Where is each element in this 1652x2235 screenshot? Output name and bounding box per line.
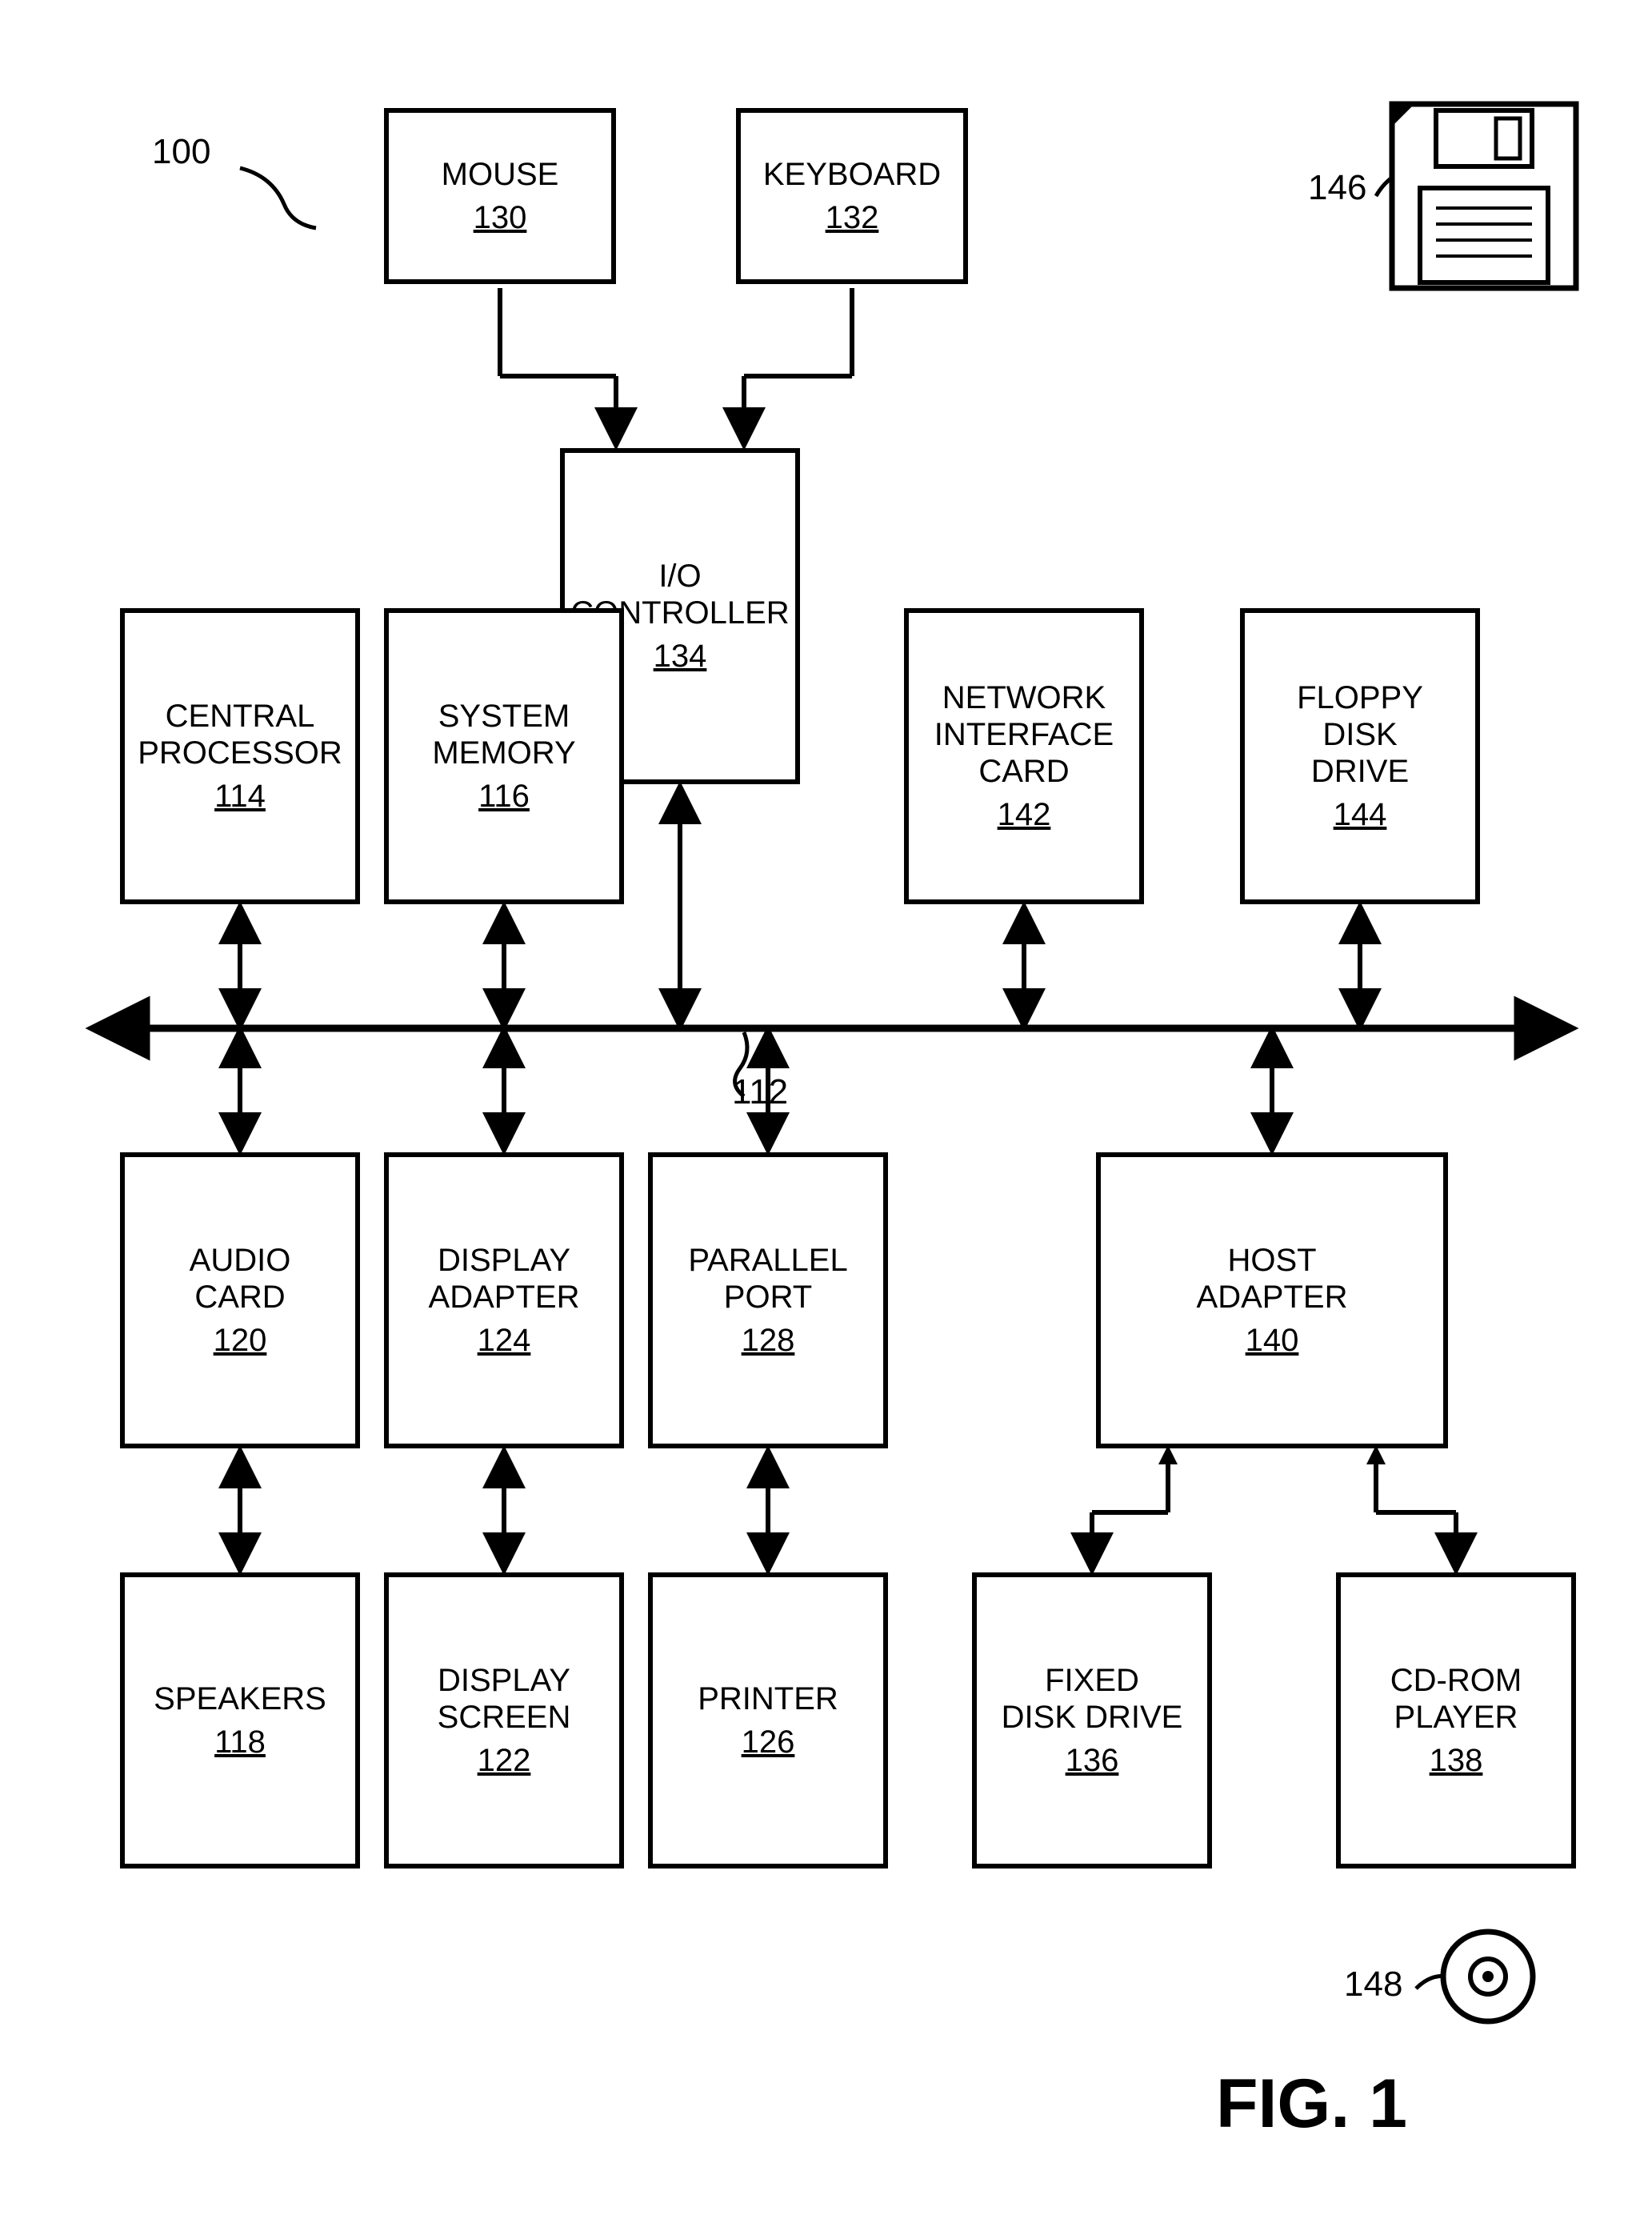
node-ref: 138 bbox=[1430, 1742, 1483, 1779]
node-label: SYSTEM MEMORY bbox=[432, 698, 575, 771]
node-label: CD-ROM PLAYER bbox=[1390, 1662, 1522, 1736]
node-label: AUDIO CARD bbox=[190, 1242, 291, 1316]
node-host-adapter: HOST ADAPTER 140 bbox=[1096, 1152, 1448, 1448]
node-label: HOST ADAPTER bbox=[1197, 1242, 1348, 1316]
node-ref: 142 bbox=[998, 796, 1051, 833]
floppy-disk-icon bbox=[1392, 104, 1576, 288]
node-cpu: CENTRAL PROCESSOR 114 bbox=[120, 608, 360, 904]
system-ref: 100 bbox=[152, 132, 210, 172]
bus-ref: 112 bbox=[732, 1072, 788, 1112]
cd-icon bbox=[1443, 1932, 1533, 2021]
node-ref: 128 bbox=[742, 1322, 795, 1359]
node-label: DISPLAY ADAPTER bbox=[429, 1242, 580, 1316]
node-label: CENTRAL PROCESSOR bbox=[138, 698, 342, 771]
node-audio-card: AUDIO CARD 120 bbox=[120, 1152, 360, 1448]
node-label: MOUSE bbox=[442, 156, 559, 193]
node-label: DISPLAY SCREEN bbox=[438, 1662, 571, 1736]
node-printer: PRINTER 126 bbox=[648, 1572, 888, 1869]
node-label: FLOPPY DISK DRIVE bbox=[1297, 679, 1423, 790]
node-ref: 124 bbox=[478, 1322, 531, 1359]
floppy-media-ref: 146 bbox=[1308, 168, 1366, 208]
node-display-screen: DISPLAY SCREEN 122 bbox=[384, 1572, 624, 1869]
node-keyboard: KEYBOARD 132 bbox=[736, 108, 968, 284]
node-ref: 130 bbox=[474, 199, 527, 236]
node-mouse: MOUSE 130 bbox=[384, 108, 616, 284]
node-display-adapter: DISPLAY ADAPTER 124 bbox=[384, 1152, 624, 1448]
node-parallel-port: PARALLEL PORT 128 bbox=[648, 1152, 888, 1448]
node-ref: 134 bbox=[654, 638, 707, 675]
node-label: KEYBOARD bbox=[763, 156, 941, 193]
node-label: PRINTER bbox=[698, 1680, 838, 1717]
node-ref: 140 bbox=[1246, 1322, 1299, 1359]
cd-media-ref: 148 bbox=[1344, 1965, 1402, 2005]
node-ref: 114 bbox=[214, 778, 266, 815]
diagram-connectors bbox=[0, 0, 1652, 2235]
node-ref: 118 bbox=[214, 1724, 266, 1760]
node-nic: NETWORK INTERFACE CARD 142 bbox=[904, 608, 1144, 904]
node-ref: 144 bbox=[1334, 796, 1387, 833]
node-ref: 120 bbox=[214, 1322, 267, 1359]
node-ref: 136 bbox=[1066, 1742, 1119, 1779]
node-label: FIXED DISK DRIVE bbox=[1002, 1662, 1183, 1736]
node-ref: 132 bbox=[826, 199, 879, 236]
node-fixed-disk: FIXED DISK DRIVE 136 bbox=[972, 1572, 1212, 1869]
node-cdrom: CD-ROM PLAYER 138 bbox=[1336, 1572, 1576, 1869]
node-floppy-drive: FLOPPY DISK DRIVE 144 bbox=[1240, 608, 1480, 904]
node-ref: 122 bbox=[478, 1742, 531, 1779]
node-ref: 126 bbox=[742, 1724, 795, 1760]
figure-1-diagram: 100 146 148 112 MOUSE 130 KEYBOARD 132 I… bbox=[0, 0, 1652, 2235]
figure-caption: FIG. 1 bbox=[1216, 2065, 1407, 2144]
node-ref: 116 bbox=[478, 778, 530, 815]
node-speakers: SPEAKERS 118 bbox=[120, 1572, 360, 1869]
node-label: NETWORK INTERFACE CARD bbox=[934, 679, 1114, 790]
node-system-memory: SYSTEM MEMORY 116 bbox=[384, 608, 624, 904]
node-label: SPEAKERS bbox=[154, 1680, 326, 1717]
node-label: PARALLEL PORT bbox=[688, 1242, 847, 1316]
